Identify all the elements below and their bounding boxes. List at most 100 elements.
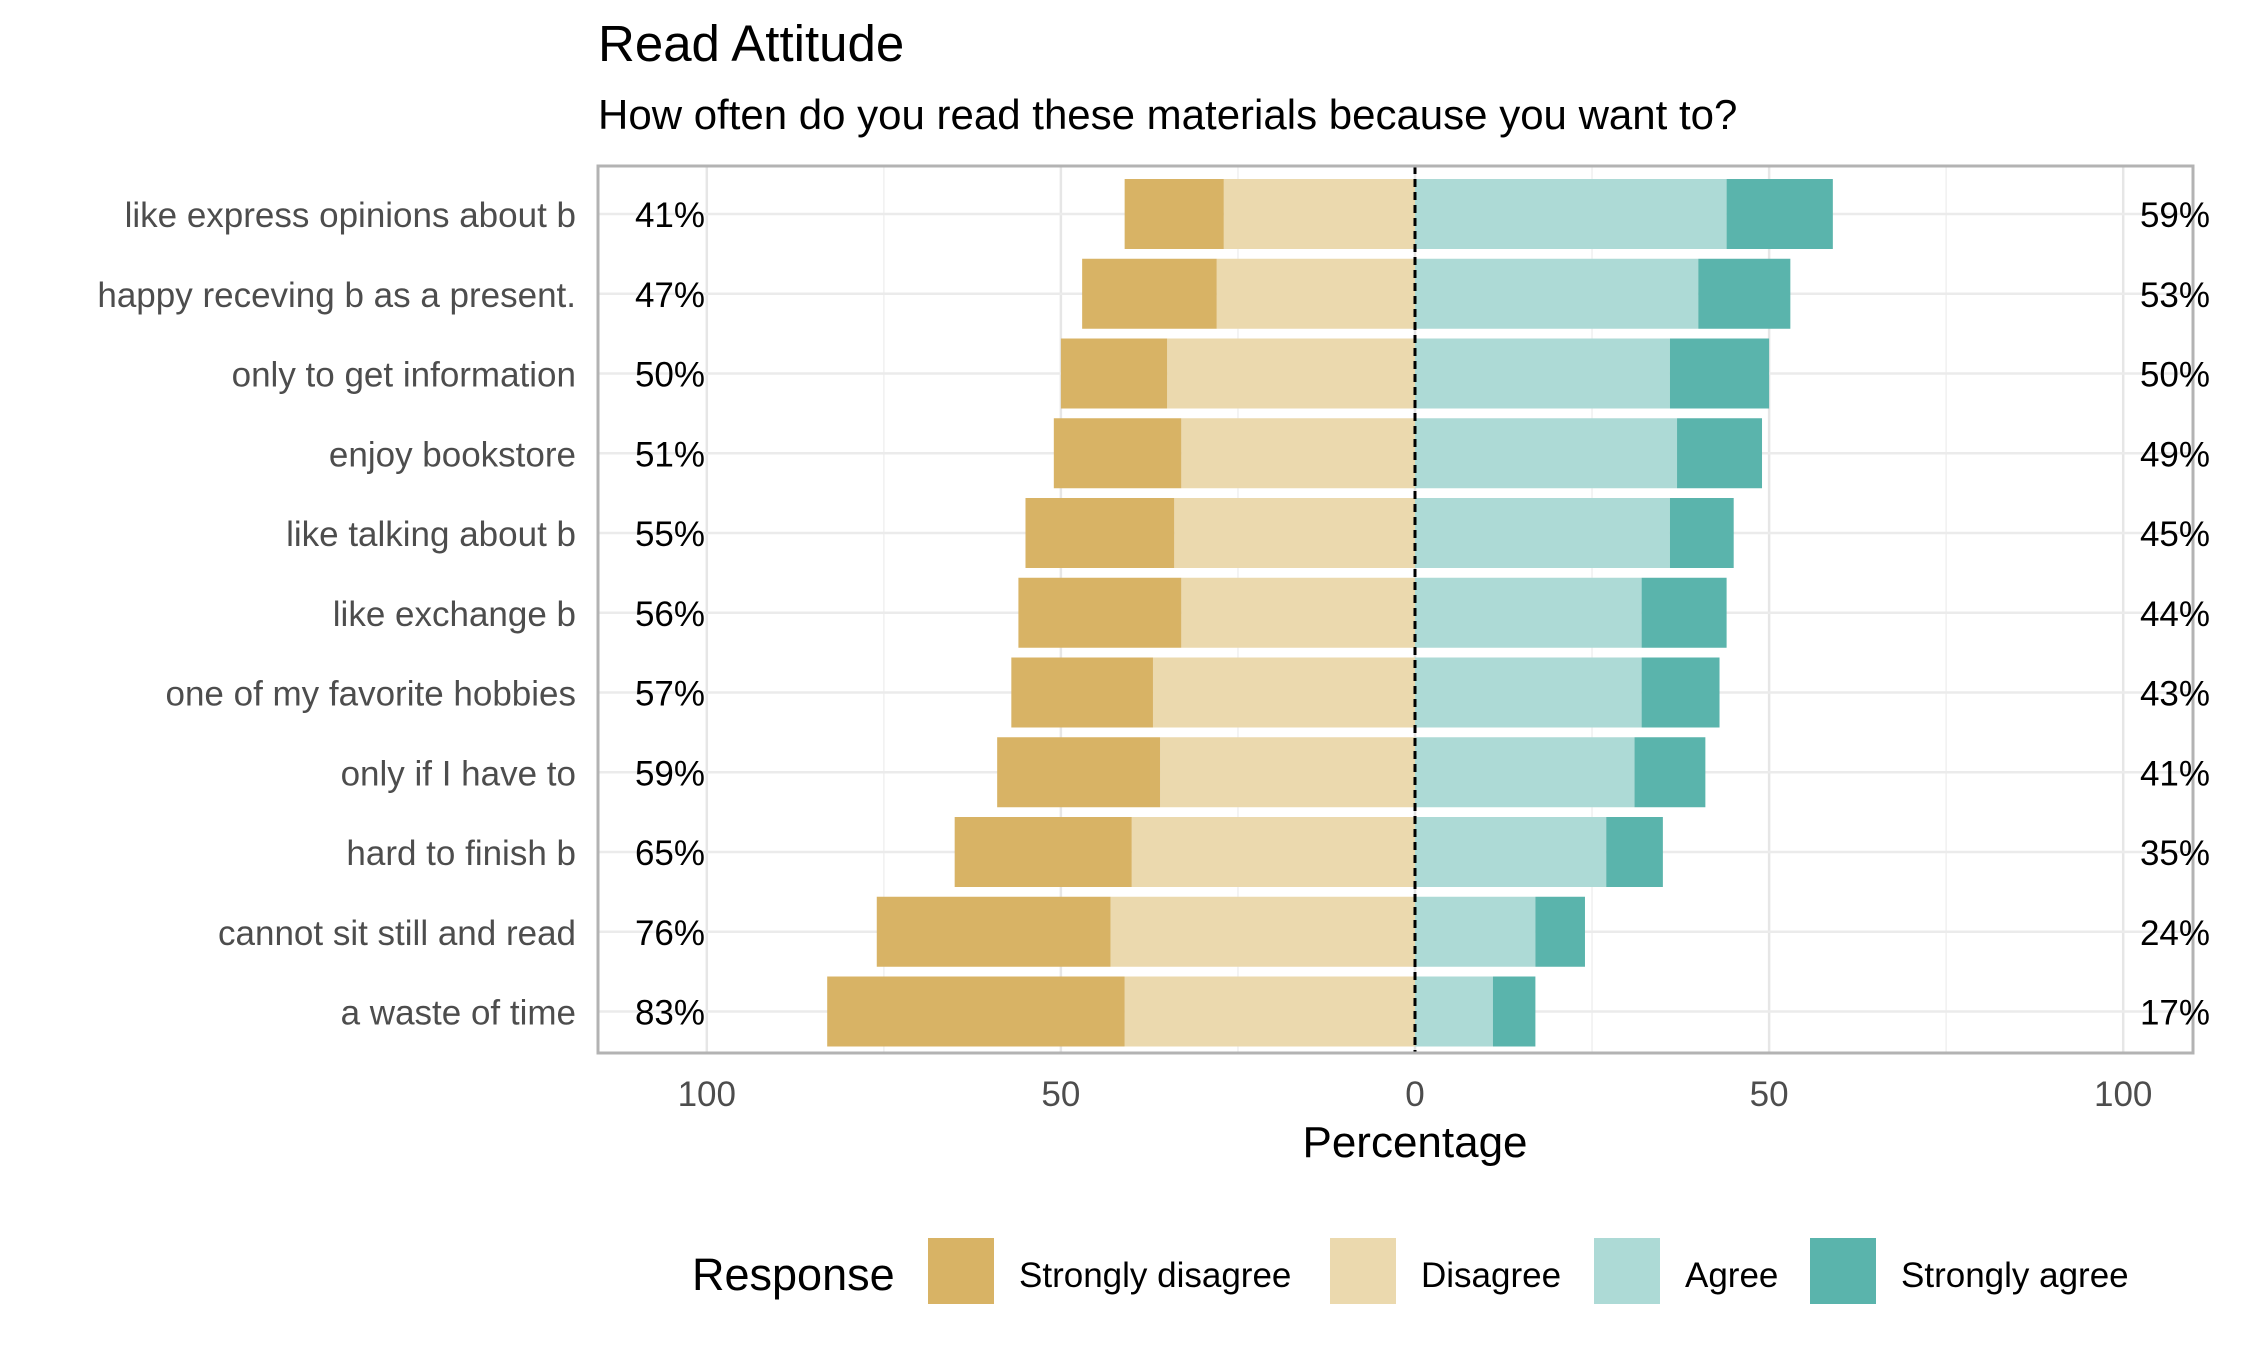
left-percent-label: 83% [635,994,705,1033]
right-percent-label: 45% [2140,515,2210,554]
left-percent-label: 56% [635,595,705,634]
right-percent-label: 41% [2140,754,2210,793]
bar-agree [1415,338,1670,409]
legend: Response Strongly disagree Disagree Agree S… [692,1238,2129,1304]
bar-strongly-disagree [1060,338,1168,409]
bar-disagree [1124,976,1415,1047]
bar-disagree [1160,737,1415,808]
left-percent-label: 59% [635,754,705,793]
bar-strongly-agree [1641,657,1720,728]
bar-strongly-agree [1698,258,1791,329]
category-label: one of my favorite hobbies [165,675,576,714]
left-percent-label: 65% [635,834,705,873]
left-percent-label: 55% [635,515,705,554]
right-percent-label: 53% [2140,276,2210,315]
bar-agree [1415,179,1727,249]
category-labels: like express opinions about b happy recev… [97,196,576,1033]
category-label: like exchange b [333,595,576,634]
bar-agree [1415,896,1536,967]
category-label: like talking about b [286,515,576,554]
right-percent-label: 49% [2140,435,2210,474]
chart-title: Read Attitude [598,15,904,72]
bar-agree [1415,258,1699,329]
bar-strongly-disagree [1025,498,1175,568]
bar-disagree [1167,338,1415,409]
legend-key-strongly-agree [1810,1238,1876,1304]
right-percent-label: 24% [2140,914,2210,953]
x-tick-label: 0 [1405,1075,1424,1114]
bar-strongly-agree [1669,498,1734,568]
x-axis-title: Percentage [1302,1118,1527,1167]
bar-strongly-agree [1677,418,1763,489]
x-tick-label: 100 [678,1075,736,1114]
legend-label: Strongly disagree [1019,1256,1291,1295]
legend-label: Agree [1685,1256,1778,1295]
right-percent-label: 59% [2140,196,2210,235]
bar-agree [1415,418,1678,489]
category-label: only if I have to [341,754,576,793]
bar-agree [1415,737,1635,808]
x-tick-label: 100 [2094,1075,2152,1114]
category-label: happy receving b as a present. [97,276,576,315]
bar-agree [1415,657,1642,728]
bar-disagree [1216,258,1415,329]
bars [827,179,1833,1047]
panel-border [596,164,2195,1055]
legend-key-agree [1594,1238,1660,1304]
bar-strongly-agree [1634,737,1706,808]
right-percent-label: 44% [2140,595,2210,634]
bar-agree [1415,498,1670,568]
bar-strongly-disagree [954,817,1132,887]
right-percent-label: 35% [2140,834,2210,873]
left-percent-label: 41% [635,196,705,235]
right-percent-label: 17% [2140,994,2210,1033]
bar-strongly-disagree [1011,657,1153,728]
bar-disagree [1152,657,1415,728]
bar-agree [1415,577,1642,648]
category-label: like express opinions about b [125,196,576,235]
right-percent-label: 50% [2140,356,2210,395]
left-percent-label: 47% [635,276,705,315]
category-label: cannot sit still and read [218,914,576,953]
x-axis-ticks: 100 50 0 50 100 [678,1075,2153,1114]
category-label: a waste of time [341,994,576,1033]
bar-strongly-agree [1669,338,1770,409]
legend-key-strongly-disagree [928,1238,994,1304]
bar-disagree [1174,498,1415,568]
chart-subtitle: How often do you read these materials be… [598,91,1737,138]
category-label: enjoy bookstore [329,435,576,474]
x-tick-label: 50 [1041,1075,1080,1114]
right-percent-label: 43% [2140,675,2210,714]
bar-strongly-agree [1726,179,1833,249]
left-percent-label: 51% [635,435,705,474]
category-label: hard to finish b [346,834,576,873]
bar-strongly-disagree [1018,577,1182,648]
bar-strongly-disagree [827,976,1125,1047]
percent-labels: 41% 59% 47% 53% 50% 50% 51% 49% 55% 45% 56% 44% 57% 4… [635,196,2210,1033]
bar-strongly-disagree [1124,179,1224,249]
bar-strongly-agree [1535,896,1585,967]
bar-agree [1415,817,1607,887]
left-percent-label: 76% [635,914,705,953]
bar-strongly-agree [1492,976,1536,1047]
left-percent-label: 57% [635,675,705,714]
legend-key-disagree [1330,1238,1396,1304]
left-percent-label: 50% [635,356,705,395]
x-tick-label: 50 [1750,1075,1789,1114]
bar-disagree [1110,896,1415,967]
bar-disagree [1131,817,1415,887]
bar-strongly-disagree [1082,258,1217,329]
category-label: only to get information [232,356,576,395]
bar-strongly-disagree [1053,418,1182,489]
legend-label: Disagree [1421,1256,1561,1295]
legend-title: Response [692,1249,895,1300]
bar-disagree [1181,577,1415,648]
bar-agree [1415,976,1493,1047]
bar-strongly-agree [1641,577,1727,648]
bar-disagree [1223,179,1415,249]
legend-label: Strongly agree [1901,1256,2129,1295]
bar-strongly-disagree [997,737,1161,808]
bar-strongly-agree [1606,817,1663,887]
bar-disagree [1181,418,1415,489]
